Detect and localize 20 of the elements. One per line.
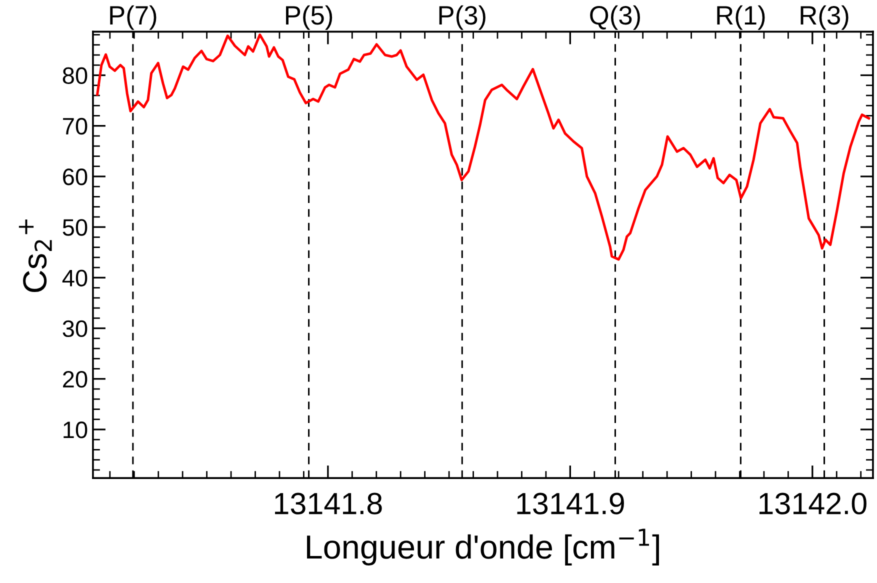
- ref-line-label: R(1): [717, 5, 765, 30]
- x-axis-title: Longueur d'onde [cm$^{−1}$]: [307, 528, 659, 566]
- ref-line-label: Q(3): [590, 5, 640, 30]
- y-tick-label: 80: [62, 67, 88, 84]
- y-tick-label: 60: [63, 168, 88, 186]
- x-tick-label: 13141.8: [275, 492, 382, 514]
- y-tick-label: 40: [62, 270, 88, 286]
- ref-line-label: P(3): [439, 5, 486, 30]
- line-series: [96, 34, 870, 261]
- ref-line-label: P(5): [286, 5, 332, 30]
- y-tick-label: 30: [62, 320, 88, 338]
- y-tick-label: 70: [63, 118, 88, 135]
- y-axis-title: Cs$_{2}$$^{+}$: [18, 220, 52, 292]
- ref-line-label: R(3): [800, 5, 848, 30]
- y-tick-label: 20: [63, 370, 88, 388]
- y-tick-label: 50: [62, 219, 88, 236]
- ref-line-label: P(7): [110, 5, 156, 30]
- y-tick-label: 10: [64, 422, 88, 438]
- x-tick-label: 13141.9: [517, 492, 624, 514]
- x-tick-label: 13142.0: [760, 492, 866, 514]
